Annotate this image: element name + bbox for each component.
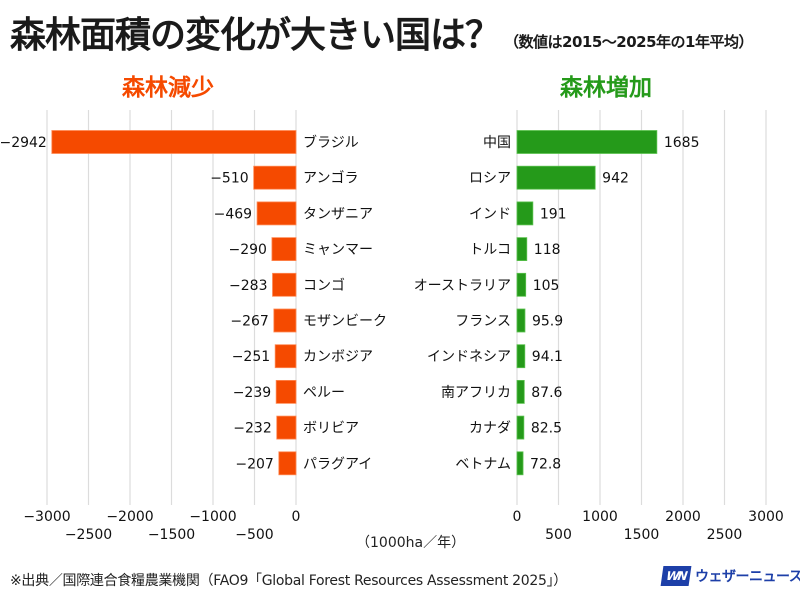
category-label-decrease: パラグアイ [303,456,372,472]
tick-label-decrease: −1500 [148,527,195,543]
source-note: ※出典／国際連合食糧農業機関（FAO9「Global Forest Resour… [10,573,567,589]
tick-label-increase: 2000 [665,509,701,525]
value-label-decrease: −232 [233,421,271,437]
bar-decrease [253,165,297,190]
tick-label-decrease: −2500 [65,527,112,543]
category-label-decrease: ミャンマー [303,242,373,258]
category-label-decrease: ブラジル [303,134,359,151]
value-label-increase: 87.6 [531,385,562,401]
category-label-increase: フランス [455,314,511,330]
bar-increase [516,201,534,226]
tick-label-decrease: −1000 [189,509,236,525]
bar-decrease [51,130,297,154]
unit-label: （1000ha／年） [356,535,466,551]
tick-label-decrease: −3000 [23,509,70,525]
bar-increase [516,237,528,262]
weathernews-logo: WN ウェザーニュース [660,566,800,586]
bar-increase [516,130,658,154]
value-label-decrease: −207 [235,456,273,472]
value-label-increase: 191 [540,206,567,222]
category-label-increase: ロシア [469,171,511,187]
value-label-decrease: −283 [229,278,267,294]
value-label-decrease: −469 [214,206,252,222]
bar-increase [516,379,525,404]
value-label-increase: 118 [534,242,561,258]
category-label-decrease: モザンビーク [303,314,387,330]
bar-decrease [273,308,297,333]
tick-label-increase: 500 [545,527,572,543]
category-label-increase: インドネシア [427,349,511,365]
category-label-increase: 南アフリカ [441,385,511,401]
category-label-increase: インド [469,206,511,222]
bar-decrease [274,344,297,369]
bar-decrease [272,272,297,297]
tick-label-increase: 0 [513,509,522,525]
bar-decrease [256,201,297,226]
category-label-increase: ベトナム [455,456,511,472]
bar-decrease [275,379,297,404]
panel-title-decrease: 森林減少 [122,75,214,101]
value-label-decrease: −267 [230,314,268,330]
category-label-increase: トルコ [469,242,511,258]
tick-label-decrease: 0 [292,509,301,525]
category-label-decrease: アンゴラ [303,170,358,187]
category-label-decrease: ペルー [303,385,345,401]
tick-label-decrease: −500 [235,527,273,543]
tick-label-increase: 3000 [748,509,784,525]
value-label-increase: 942 [602,171,629,187]
logo-mark: WN [660,566,692,586]
panel-title-increase: 森林増加 [560,75,652,101]
value-label-decrease: −510 [210,171,248,187]
bar-increase [516,451,524,476]
value-label-increase: 95.9 [532,314,563,330]
bar-increase [516,308,526,333]
value-label-decrease: −290 [228,242,266,258]
bar-decrease [276,415,297,440]
category-label-increase: 中国 [483,135,511,151]
value-label-increase: 1685 [664,135,700,151]
category-label-decrease: コンゴ [303,277,345,294]
tick-label-increase: 1000 [582,509,618,525]
bar-increase [516,272,527,297]
title-main: 森林面積の変化が大きい国は？ [10,15,501,56]
tick-label-decrease: −2000 [106,509,153,525]
logo-name: ウェザーニュース [695,569,800,585]
category-label-decrease: ボリビア [303,421,359,437]
category-label-decrease: タンザニア [303,206,373,222]
value-label-decrease: −239 [233,385,271,401]
category-label-increase: カナダ [469,421,511,437]
bar-increase [516,165,596,190]
value-label-increase: 94.1 [532,349,563,365]
bar-decrease [278,451,297,476]
bar-decrease [271,237,297,262]
bar-increase [516,415,525,440]
tick-label-increase: 1500 [624,527,660,543]
bar-chart: −3000 −2500 −2000 −1500 −1000 −500 0 −2942 ブラジル −… [0,110,784,543]
value-label-increase: 82.5 [531,421,562,437]
tick-label-increase: 2500 [707,527,743,543]
value-label-increase: 105 [533,278,560,294]
value-label-decrease: −251 [232,349,270,365]
value-label-increase: 72.8 [530,456,561,472]
chart-title: 森林面積の変化が大きい国は？ （数値は2015～2025年の1年平均） [10,6,753,58]
bar-increase [516,344,526,369]
category-label-decrease: カンボジア [303,349,373,365]
category-label-increase: オーストラリア [414,278,511,294]
title-sub: （数値は2015～2025年の1年平均） [504,33,753,51]
value-label-decrease: −2942 [0,135,47,151]
